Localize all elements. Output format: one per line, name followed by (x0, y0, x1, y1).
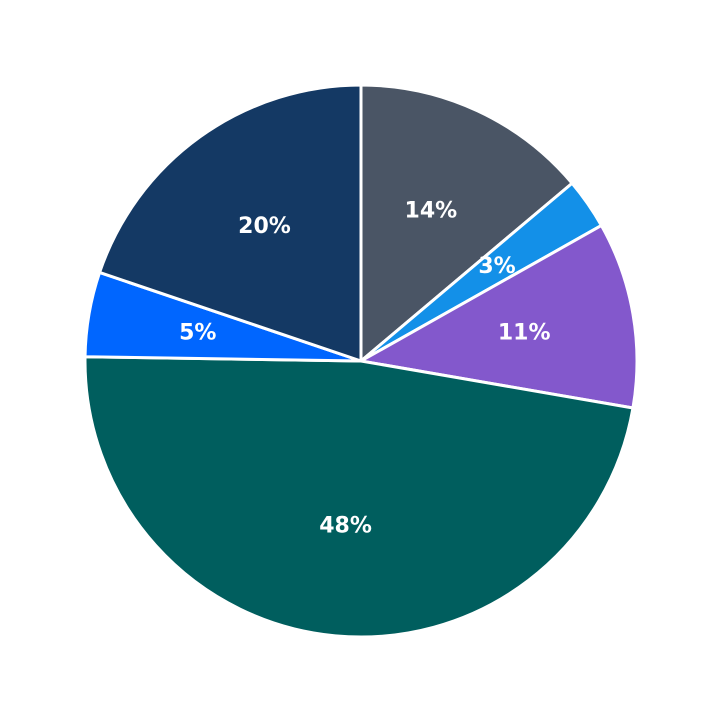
slices-layer (83, 83, 639, 639)
pie-slice-label-0: 14% (405, 198, 458, 223)
labels-layer: 14% 3% 11% 48% 5% 20% (179, 198, 550, 538)
pie-slice-label-4: 5% (179, 320, 216, 345)
pie-slice-3 (83, 355, 635, 639)
pie-slice-5 (98, 83, 363, 363)
pie-slice-label-5: 20% (238, 214, 291, 239)
pie-slice-2 (359, 223, 639, 410)
pie-slice-label-2: 11% (498, 320, 551, 345)
pie-slice-0 (359, 83, 574, 363)
pie-slice-label-1: 3% (478, 254, 515, 279)
pie-slice-label-3: 48% (319, 513, 372, 538)
